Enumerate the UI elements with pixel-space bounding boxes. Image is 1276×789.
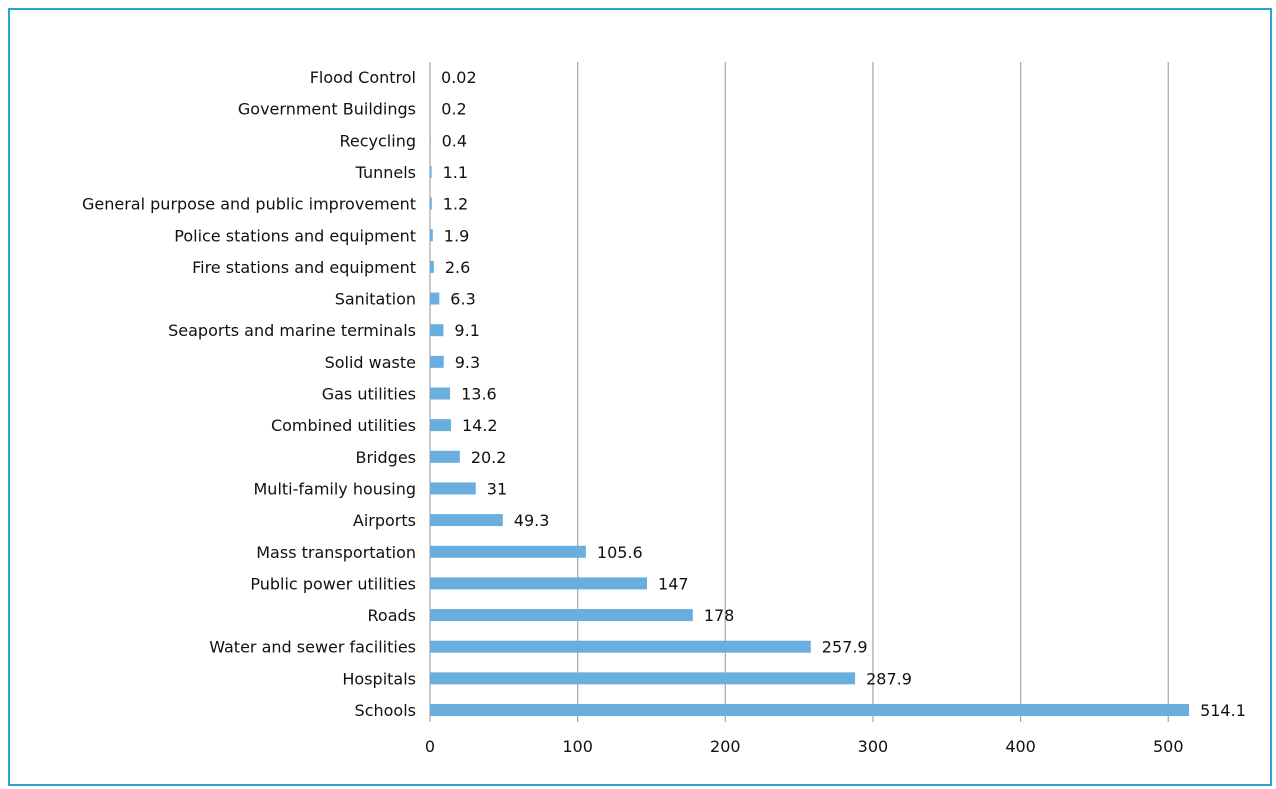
category-label: Bridges — [356, 448, 417, 467]
category-label: Tunnels — [355, 163, 416, 182]
x-tick-label: 400 — [1005, 737, 1036, 756]
value-label: 6.3 — [450, 290, 475, 309]
category-label: Recycling — [340, 131, 417, 150]
value-label: 1.2 — [443, 195, 468, 214]
category-label: Flood Control — [310, 68, 416, 87]
bar — [430, 640, 811, 653]
value-label: 20.2 — [471, 448, 507, 467]
value-label: 514.1 — [1200, 701, 1246, 720]
category-label: Public power utilities — [250, 574, 416, 593]
value-label: 9.3 — [455, 353, 480, 372]
category-label: Hospitals — [342, 669, 416, 688]
value-label: 2.6 — [445, 258, 470, 277]
chart-frame — [8, 8, 1272, 786]
value-label: 0.02 — [441, 68, 477, 87]
bar — [430, 419, 451, 432]
category-label: Mass transportation — [256, 543, 416, 562]
x-tick-label: 500 — [1153, 737, 1184, 756]
bar — [430, 672, 856, 685]
category-label: Government Buildings — [238, 100, 416, 119]
category-label: Seaports and marine terminals — [168, 321, 416, 340]
bar — [430, 229, 433, 242]
bar — [430, 450, 460, 463]
bar — [430, 545, 586, 558]
category-label: Roads — [368, 606, 416, 625]
bar — [430, 514, 503, 527]
category-label: Gas utilities — [322, 385, 416, 404]
value-label: 178 — [704, 606, 735, 625]
x-tick-label: 300 — [858, 737, 889, 756]
value-label: 287.9 — [866, 669, 912, 688]
bar — [430, 577, 648, 590]
bar — [430, 355, 444, 368]
value-label: 9.1 — [454, 321, 479, 340]
bar — [430, 704, 1190, 716]
bar — [430, 260, 434, 273]
x-tick-label: 100 — [562, 737, 593, 756]
category-label: Schools — [355, 701, 416, 720]
value-label: 13.6 — [461, 385, 497, 404]
category-label: Solid waste — [325, 353, 416, 372]
x-tick-label: 0 — [425, 737, 435, 756]
value-label: 1.1 — [443, 163, 468, 182]
category-label: General purpose and public improvement — [82, 195, 416, 214]
value-label: 1.9 — [444, 226, 469, 245]
value-label: 0.4 — [442, 131, 467, 150]
bar — [430, 324, 444, 337]
category-label: Airports — [353, 511, 416, 530]
value-label: 49.3 — [514, 511, 550, 530]
bar — [430, 609, 693, 622]
category-label: Multi-family housing — [254, 479, 417, 498]
category-label: Police stations and equipment — [174, 226, 416, 245]
bar — [430, 482, 476, 495]
x-tick-label: 200 — [710, 737, 741, 756]
category-label: Sanitation — [335, 290, 416, 309]
bar — [430, 134, 431, 147]
bar — [430, 165, 432, 178]
bar — [430, 197, 432, 210]
bar — [430, 292, 440, 305]
value-label: 14.2 — [462, 416, 498, 435]
value-label: 147 — [658, 574, 689, 593]
category-label: Fire stations and equipment — [192, 258, 416, 277]
value-label: 0.2 — [441, 100, 466, 119]
value-label: 31 — [487, 479, 507, 498]
bar — [430, 387, 451, 400]
value-label: 105.6 — [597, 543, 643, 562]
category-label: Combined utilities — [271, 416, 416, 435]
category-label: Water and sewer facilities — [209, 638, 416, 657]
value-label: 257.9 — [822, 638, 868, 657]
